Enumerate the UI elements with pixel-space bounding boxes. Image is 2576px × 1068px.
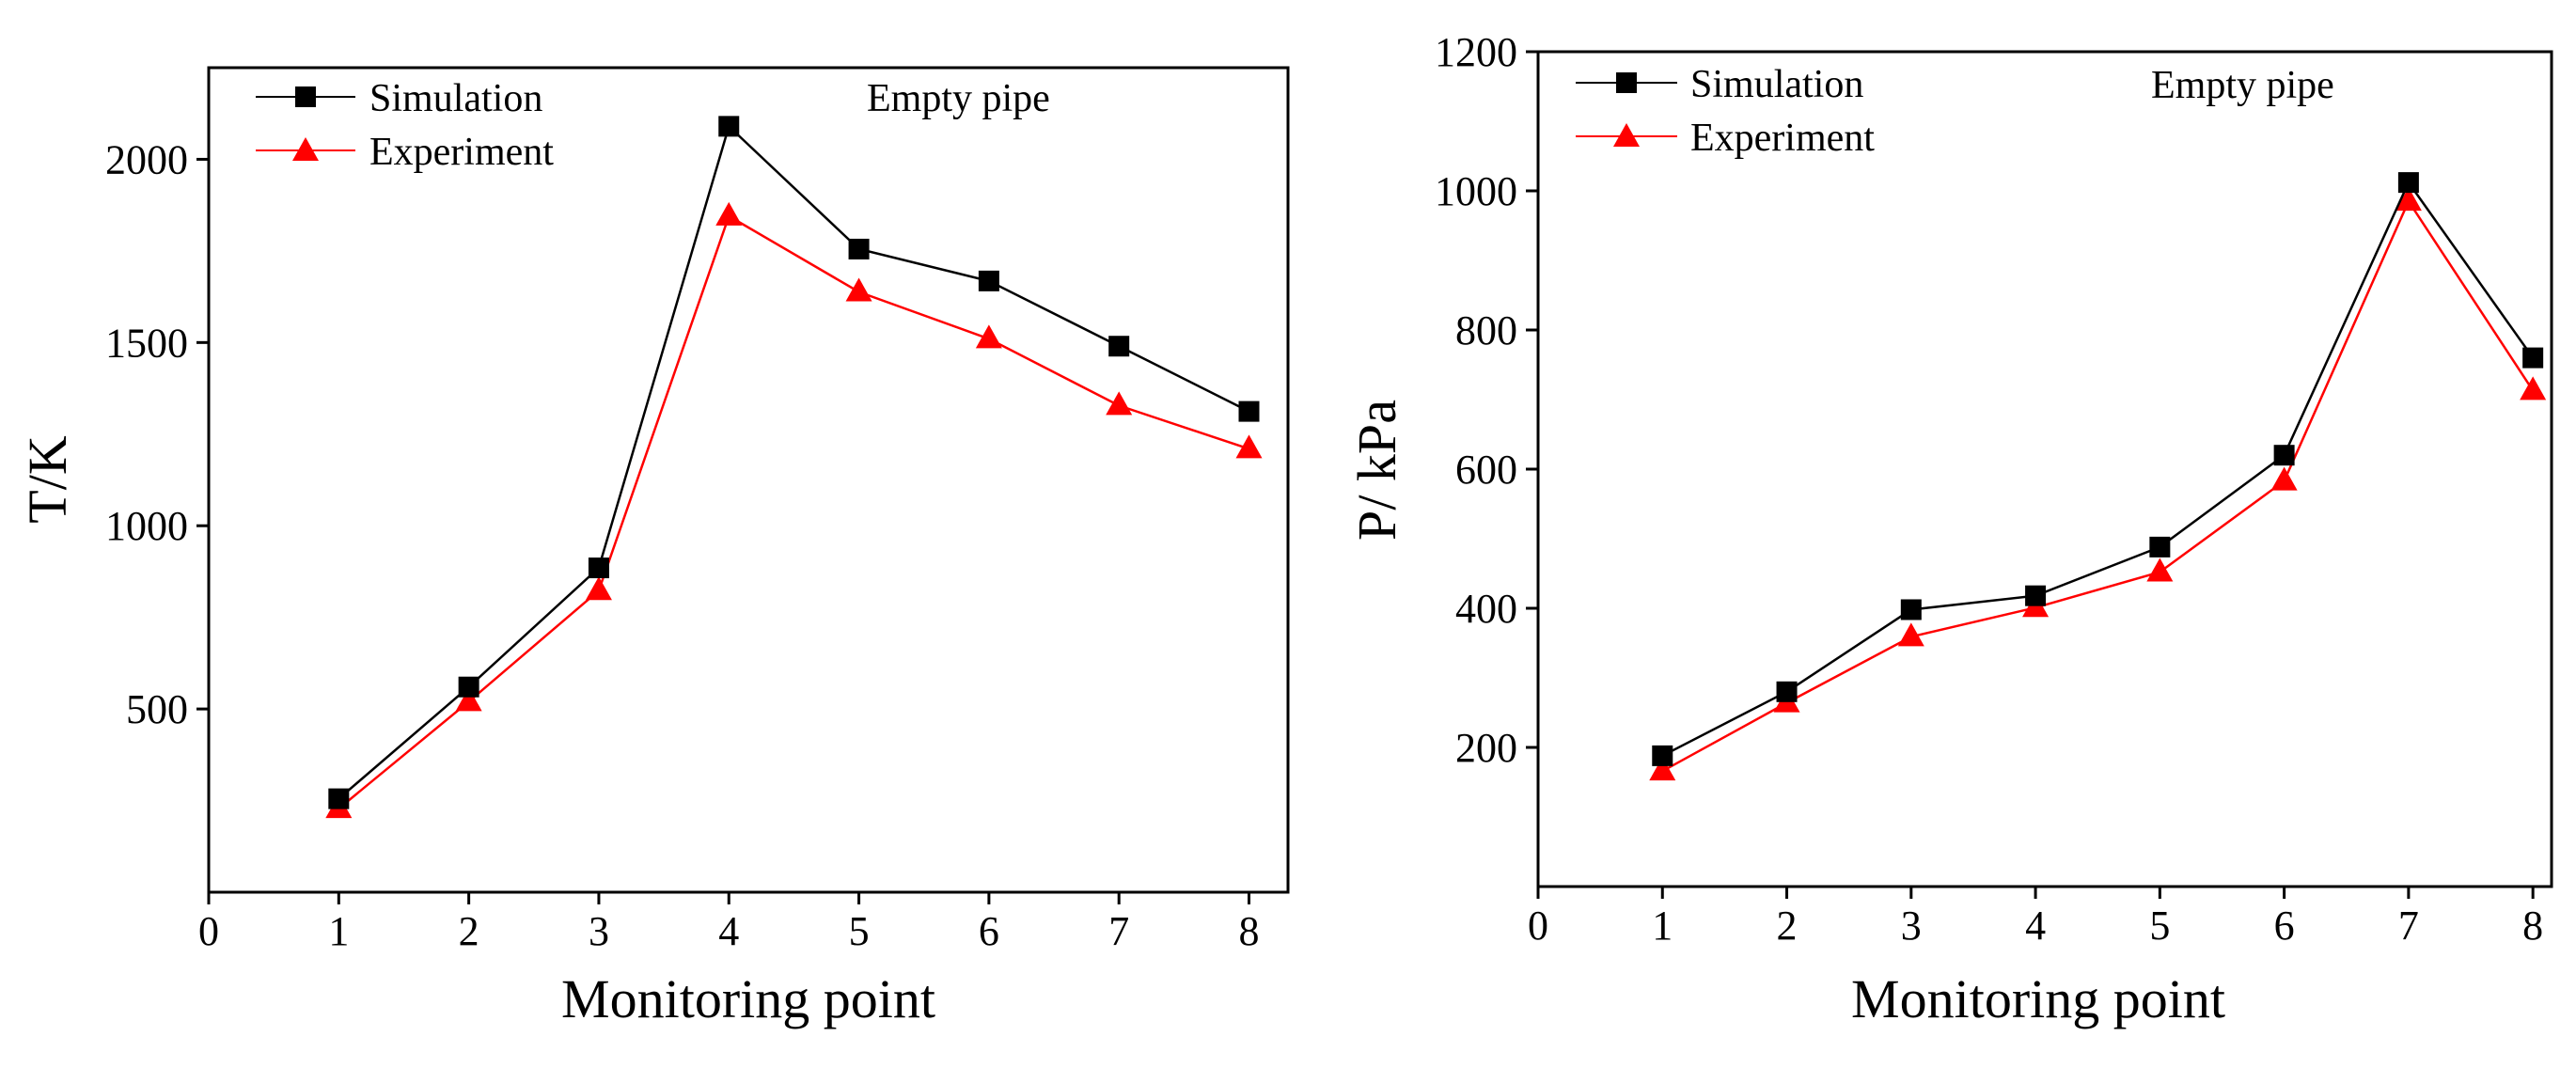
data-point-experiment [1649, 757, 1676, 781]
data-point-simulation [2149, 536, 2171, 558]
data-point-experiment [715, 201, 743, 226]
data-point-simulation [1238, 400, 1260, 422]
data-point-simulation [1776, 681, 1798, 702]
data-point-simulation [718, 116, 740, 137]
y-tick-label: 2000 [105, 136, 188, 182]
x-tick-label: 5 [849, 908, 870, 954]
y-tick-label: 500 [126, 686, 188, 732]
legend-label-experiment: Experiment [369, 131, 554, 174]
data-point-simulation [1108, 336, 1130, 357]
annotation-label: Empty pipe [867, 77, 1050, 120]
data-point-simulation [2522, 347, 2544, 369]
x-tick-label: 1 [328, 908, 349, 954]
series-line-simulation [338, 124, 1250, 800]
data-point-simulation [588, 558, 609, 579]
x-tick-label: 2 [459, 908, 479, 954]
x-axis-title: Monitoring point [1851, 968, 2225, 1029]
x-tick-label: 7 [1108, 908, 1129, 954]
y-axis-title: T/K [17, 435, 78, 524]
x-tick-label: 6 [979, 908, 999, 954]
plot-frame [207, 66, 1290, 894]
data-point-experiment [845, 277, 872, 302]
y-axis-title: P/ kPa [1346, 400, 1407, 541]
legend-label-simulation: Simulation [1690, 63, 1863, 106]
data-point-simulation [2397, 172, 2419, 194]
x-tick-label: 0 [198, 908, 219, 954]
x-tick-label: 5 [2149, 903, 2170, 949]
x-tick-label: 6 [2274, 903, 2295, 949]
x-tick-label: 8 [1239, 908, 1260, 954]
annotation-label: Empty pipe [2151, 64, 2334, 107]
legend-label-experiment: Experiment [1690, 117, 1875, 160]
x-tick-label: 4 [2025, 903, 2046, 949]
data-point-experiment [2520, 376, 2547, 400]
x-tick-label: 3 [589, 908, 609, 954]
tick-marks: 0 1 2 3 4 5 6 7 8 200 400 600 800 1000 1200 [1435, 29, 2543, 949]
legend: Simulation Experiment [1576, 63, 1875, 160]
data-point-simulation [978, 270, 999, 291]
legend-label-simulation: Simulation [369, 77, 542, 120]
y-tick-label: 600 [1455, 447, 1517, 493]
data-point-experiment [2146, 558, 2174, 582]
x-tick-label: 7 [2398, 903, 2419, 949]
pressure-chart: 0 1 2 3 4 5 6 7 8 200 400 600 800 1000 1200 P/ kPa Mon… [1346, 29, 2553, 1029]
temperature-chart: 0 1 2 3 4 5 6 7 8 500 1000 1500 2000 T/K Monitoring … [17, 66, 1290, 1029]
data-point-experiment [585, 576, 612, 601]
x-axis-title: Monitoring point [561, 968, 935, 1029]
series-line-experiment [338, 214, 1249, 810]
legend-marker-experiment [1613, 123, 1640, 147]
legend: Simulation Experiment [256, 77, 554, 174]
y-tick-label: 800 [1455, 307, 1517, 353]
data-point-experiment [1106, 391, 1133, 416]
legend-marker-experiment [292, 137, 319, 161]
y-tick-label: 1000 [105, 503, 188, 549]
y-tick-label: 400 [1455, 586, 1517, 632]
data-point-experiment [2270, 466, 2298, 491]
series-line-experiment [1661, 198, 2535, 773]
data-point-simulation [1900, 599, 1922, 620]
data-point-simulation [458, 676, 479, 698]
y-tick-label: 1200 [1435, 29, 1517, 75]
data-point-simulation [2273, 445, 2295, 466]
data-point-simulation [328, 788, 350, 809]
y-tick-label: 1000 [1435, 168, 1517, 214]
data-point-simulation [1652, 745, 1673, 766]
x-tick-label: 1 [1652, 903, 1673, 949]
data-point-simulation [848, 238, 870, 259]
data-point-experiment [975, 324, 1002, 349]
series-marks [325, 116, 1263, 819]
legend-marker-simulation [295, 86, 316, 107]
x-tick-label: 8 [2522, 903, 2543, 949]
x-tick-label: 2 [1777, 903, 1798, 949]
tick-marks: 0 1 2 3 4 5 6 7 8 500 1000 1500 2000 [105, 136, 1260, 954]
legend-marker-simulation [1616, 72, 1637, 93]
y-tick-label: 200 [1455, 725, 1517, 771]
x-tick-label: 0 [1528, 903, 1548, 949]
data-point-experiment [1897, 622, 1924, 647]
x-tick-label: 3 [1901, 903, 1922, 949]
data-point-experiment [455, 687, 482, 712]
data-point-simulation [2025, 585, 2047, 606]
data-point-experiment [2395, 187, 2422, 212]
x-tick-label: 4 [718, 908, 739, 954]
series-line-simulation [1661, 180, 2535, 758]
data-point-experiment [1235, 434, 1263, 459]
y-tick-label: 1500 [105, 320, 188, 366]
series-marks [1649, 172, 2547, 781]
